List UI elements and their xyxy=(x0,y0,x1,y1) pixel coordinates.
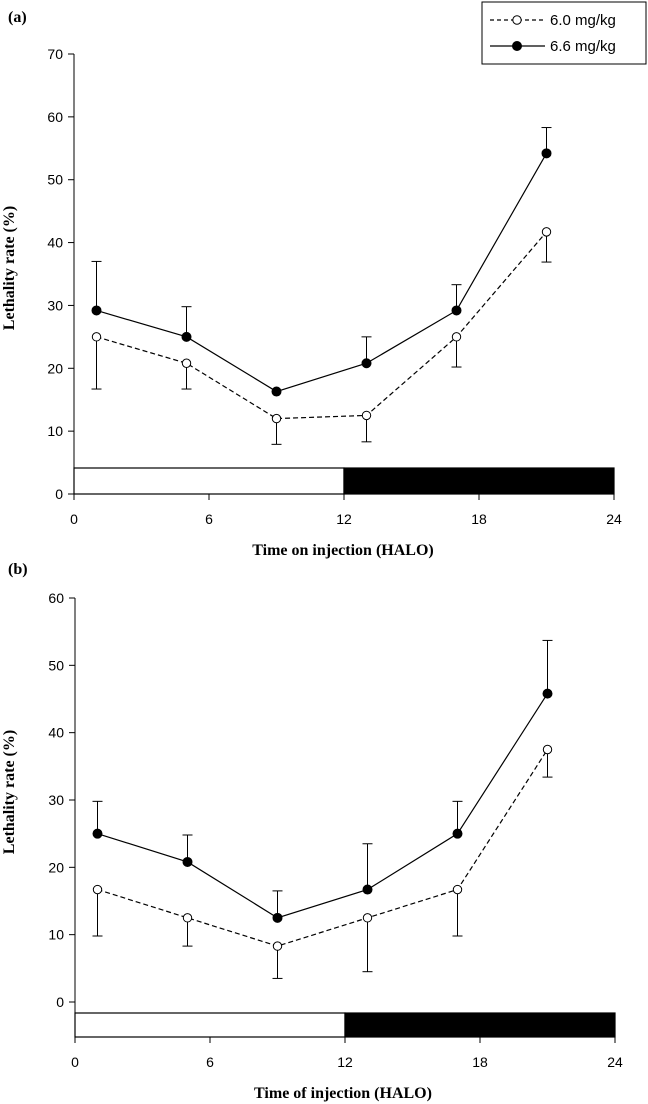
y-tick-label: 60 xyxy=(48,590,64,606)
series-line xyxy=(97,749,549,947)
y-tick-label: 60 xyxy=(47,109,63,125)
data-point-filled xyxy=(361,358,372,369)
series-line xyxy=(96,231,547,420)
light-dark-segment xyxy=(344,1012,616,1038)
y-tick-label: 20 xyxy=(48,859,64,875)
light-dark-segment xyxy=(343,467,615,495)
y-tick-label: 30 xyxy=(47,297,63,313)
data-point-filled xyxy=(362,884,373,895)
y-tick-label: 50 xyxy=(48,657,64,673)
data-point-open xyxy=(452,884,463,895)
x-tick-label: 24 xyxy=(606,511,622,527)
data-point-open xyxy=(91,332,102,342)
x-tick-label: 12 xyxy=(336,511,352,527)
y-tick-label: 70 xyxy=(47,46,63,62)
data-point-filled xyxy=(271,386,282,397)
y-tick-label: 30 xyxy=(48,792,64,808)
y-tick-label: 0 xyxy=(55,486,63,502)
data-point-open xyxy=(92,884,103,895)
y-tick-label: 0 xyxy=(56,994,64,1010)
legend-label: 6.0 mg/kg xyxy=(550,12,616,29)
legend-entry-2: 6.6 mg/kg xyxy=(490,38,616,55)
legend-marker-open-circle xyxy=(512,15,522,25)
y-axis-label: Lethality rate (%) xyxy=(1,730,18,854)
data-point-open xyxy=(542,744,553,755)
panel-b: (b) Lethality rate (%) Time of injection… xyxy=(1,561,623,1102)
y-tick-label: 40 xyxy=(47,235,63,251)
light-dark-segment xyxy=(73,467,345,495)
x-tick-label: 24 xyxy=(607,1054,623,1070)
data-point-filled xyxy=(541,148,552,159)
data-point-open xyxy=(361,410,372,421)
x-axis-label: Time on injection (HALO) xyxy=(252,542,433,559)
panel-label: (b) xyxy=(8,561,28,578)
x-tick-label: 18 xyxy=(471,511,487,527)
x-axis-label: Time of injection (HALO) xyxy=(254,1085,432,1102)
y-tick-label: 20 xyxy=(47,360,63,376)
data-point-filled xyxy=(182,856,193,867)
data-point-open xyxy=(271,413,282,424)
data-point-filled xyxy=(542,688,553,699)
data-point-open xyxy=(541,227,552,237)
data-point-filled xyxy=(272,912,283,923)
data-point-open xyxy=(272,941,283,951)
y-tick-label: 50 xyxy=(47,172,63,188)
y-axis-label: Lethality rate (%) xyxy=(1,206,18,330)
x-tick-label: 18 xyxy=(472,1054,488,1070)
data-point-filled xyxy=(181,331,192,342)
y-tick-label: 10 xyxy=(48,927,64,943)
data-point-open xyxy=(182,913,193,923)
legend-entry-1: 6.0 mg/kg xyxy=(490,12,616,29)
series-line xyxy=(97,693,549,919)
x-tick-label: 6 xyxy=(206,1054,214,1070)
legend-marker-filled-circle xyxy=(512,41,522,51)
data-point-filled xyxy=(452,828,463,839)
data-point-open xyxy=(181,358,192,368)
legend: 6.0 mg/kg 6.6 mg/kg xyxy=(481,1,647,65)
x-tick-label: 12 xyxy=(337,1054,353,1070)
series-line xyxy=(96,153,548,393)
panel-a: (a) Lethality rate (%) Time on injection… xyxy=(1,9,622,559)
legend-label: 6.6 mg/kg xyxy=(550,38,616,55)
plot-area: 0 10 20 30 40 50 60 70 0 6 12 18 24 xyxy=(47,46,622,527)
data-point-filled xyxy=(92,828,103,839)
data-point-open xyxy=(451,332,462,342)
x-tick-label: 0 xyxy=(71,1054,79,1070)
x-tick-label: 6 xyxy=(205,511,213,527)
plot-area: 0 10 20 30 40 50 60 0 6 12 18 24 xyxy=(48,590,623,1070)
data-point-filled xyxy=(91,305,102,316)
light-dark-segment xyxy=(74,1012,346,1038)
data-point-open xyxy=(362,913,373,923)
panel-label: (a) xyxy=(8,9,27,26)
x-tick-label: 0 xyxy=(70,511,78,527)
legend-frame xyxy=(481,1,647,65)
data-point-filled xyxy=(451,305,462,316)
y-tick-label: 10 xyxy=(47,423,63,439)
y-tick-label: 40 xyxy=(48,725,64,741)
